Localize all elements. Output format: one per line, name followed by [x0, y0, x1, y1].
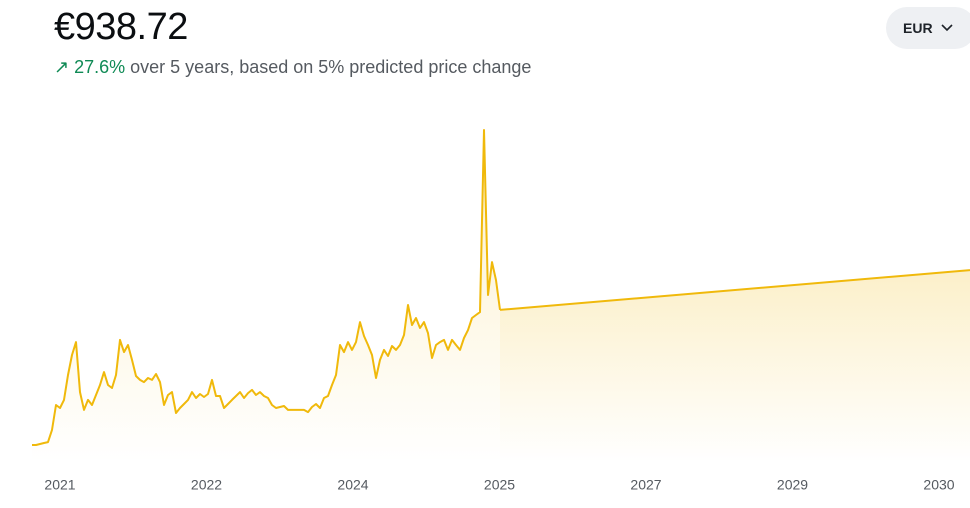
price-change: ↗ 27.6% over 5 years, based on 5% predic…	[54, 57, 531, 78]
x-tick-label: 2030	[923, 477, 954, 493]
x-tick-label: 2029	[777, 477, 808, 493]
chevron-icon	[940, 24, 953, 32]
area-fill	[500, 270, 970, 462]
price-line	[32, 129, 501, 446]
x-tick-label: 2024	[337, 477, 368, 493]
x-tick-label: 2027	[630, 477, 661, 493]
currency-label: EUR	[903, 20, 933, 36]
change-percent: 27.6%	[74, 57, 126, 77]
area-fill	[32, 130, 500, 462]
change-description: over 5 years, based on 5% predicted pric…	[130, 57, 532, 77]
x-tick-label: 2021	[44, 477, 75, 493]
current-price: €938.72	[54, 6, 188, 48]
x-tick-label: 2025	[484, 477, 515, 493]
change-arrow: ↗	[54, 57, 75, 77]
x-tick-label: 2022	[191, 477, 222, 493]
price-line	[499, 269, 970, 311]
currency-selector[interactable]: EUR	[886, 7, 970, 49]
